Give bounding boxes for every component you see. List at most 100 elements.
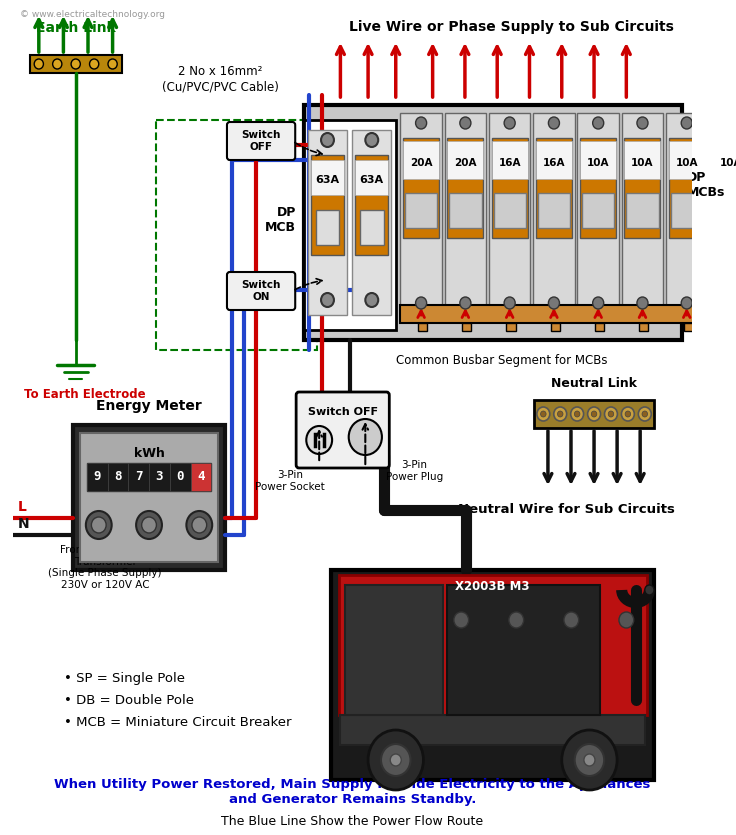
Bar	[462, 323, 471, 331]
Circle shape	[625, 411, 631, 417]
Circle shape	[540, 411, 546, 417]
FancyBboxPatch shape	[227, 272, 295, 310]
Text: • MCB = Miniature Circuit Breaker: • MCB = Miniature Circuit Breaker	[64, 716, 291, 729]
Text: X2003B M3: X2003B M3	[456, 580, 530, 593]
Text: 16A: 16A	[542, 158, 565, 168]
Bar	[128, 463, 149, 491]
Text: 2 No x 16mm²
(Cu/PVC/PVC Cable): 2 No x 16mm² (Cu/PVC/PVC Cable)	[162, 65, 279, 93]
Text: Live Wire or Phase Supply to Sub Circuits: Live Wire or Phase Supply to Sub Circuit…	[349, 20, 673, 34]
Circle shape	[604, 407, 618, 421]
Text: From Distribution
Transformer
(Single Phase Supply)
230V or 120V AC: From Distribution Transformer (Single Ph…	[49, 545, 162, 590]
Text: The Blue Line Show the Power Flow Route: The Blue Line Show the Power Flow Route	[222, 815, 484, 828]
Circle shape	[90, 59, 99, 69]
Circle shape	[390, 754, 401, 766]
Circle shape	[591, 411, 597, 417]
Circle shape	[637, 117, 648, 129]
Circle shape	[638, 407, 651, 421]
Text: 20A: 20A	[454, 158, 477, 168]
Text: DP
MCB: DP MCB	[265, 206, 296, 234]
Text: 9: 9	[93, 470, 101, 483]
Bar	[80, 433, 218, 562]
Circle shape	[621, 407, 634, 421]
Text: 8: 8	[114, 470, 121, 483]
Bar	[316, 210, 339, 245]
Bar	[536, 141, 572, 179]
Bar	[445, 113, 486, 318]
Bar	[341, 715, 645, 745]
Text: 7: 7	[135, 470, 142, 483]
Bar	[360, 210, 383, 245]
Bar	[87, 463, 107, 491]
Text: 10A: 10A	[720, 158, 736, 168]
Text: 20A: 20A	[410, 158, 432, 168]
Bar	[403, 141, 439, 179]
Text: L: L	[18, 500, 26, 514]
Circle shape	[504, 297, 515, 309]
FancyBboxPatch shape	[227, 122, 295, 160]
Bar	[713, 138, 736, 238]
Bar	[580, 138, 616, 238]
Text: 63A: 63A	[360, 175, 384, 185]
Circle shape	[587, 407, 601, 421]
Circle shape	[53, 59, 62, 69]
Circle shape	[460, 297, 471, 309]
Bar	[156, 120, 317, 350]
Circle shape	[365, 133, 378, 147]
Bar	[353, 130, 391, 315]
Bar	[339, 575, 647, 715]
Circle shape	[645, 585, 654, 595]
Circle shape	[557, 411, 563, 417]
Bar	[447, 138, 484, 238]
Text: Switch
OFF: Switch OFF	[241, 130, 280, 152]
Circle shape	[186, 511, 212, 539]
Bar	[418, 323, 427, 331]
Bar	[506, 323, 516, 331]
Bar	[710, 113, 736, 318]
Bar	[492, 141, 528, 179]
Bar	[447, 585, 600, 715]
Text: DP
MCBs: DP MCBs	[687, 171, 726, 199]
Circle shape	[454, 612, 469, 628]
Circle shape	[321, 293, 334, 307]
Circle shape	[136, 511, 162, 539]
Circle shape	[321, 133, 334, 147]
Bar	[534, 400, 654, 428]
Circle shape	[574, 411, 580, 417]
FancyBboxPatch shape	[296, 392, 389, 468]
Bar	[400, 113, 442, 318]
Circle shape	[548, 297, 559, 309]
Bar	[492, 138, 528, 238]
Text: • SP = Single Pole: • SP = Single Pole	[64, 672, 185, 685]
Bar	[669, 141, 705, 179]
Text: 0: 0	[177, 470, 184, 483]
Circle shape	[416, 117, 427, 129]
Bar	[170, 463, 191, 491]
Bar	[670, 193, 703, 228]
Bar	[715, 193, 736, 228]
Text: © www.electricaltechnology.org: © www.electricaltechnology.org	[21, 10, 166, 19]
Circle shape	[504, 117, 515, 129]
Bar	[311, 160, 344, 195]
Bar	[447, 141, 484, 179]
Bar	[191, 463, 211, 491]
Text: Common Busbar Segment for MCBs: Common Busbar Segment for MCBs	[396, 354, 607, 367]
Circle shape	[726, 297, 736, 309]
Text: 16A: 16A	[498, 158, 521, 168]
Circle shape	[349, 419, 382, 455]
Bar	[489, 113, 531, 318]
Circle shape	[86, 511, 112, 539]
Bar	[400, 305, 736, 323]
Bar	[551, 323, 560, 331]
Text: 3-Pin
Power Socket: 3-Pin Power Socket	[255, 470, 325, 492]
Bar	[355, 160, 389, 195]
Circle shape	[381, 744, 411, 776]
Circle shape	[682, 117, 693, 129]
Text: 63A: 63A	[316, 175, 339, 185]
Text: Neutral Link: Neutral Link	[551, 377, 637, 390]
Bar	[405, 193, 437, 228]
Circle shape	[192, 517, 207, 533]
Bar	[403, 138, 439, 238]
Circle shape	[619, 612, 634, 628]
Bar	[713, 141, 736, 179]
Bar	[107, 463, 128, 491]
